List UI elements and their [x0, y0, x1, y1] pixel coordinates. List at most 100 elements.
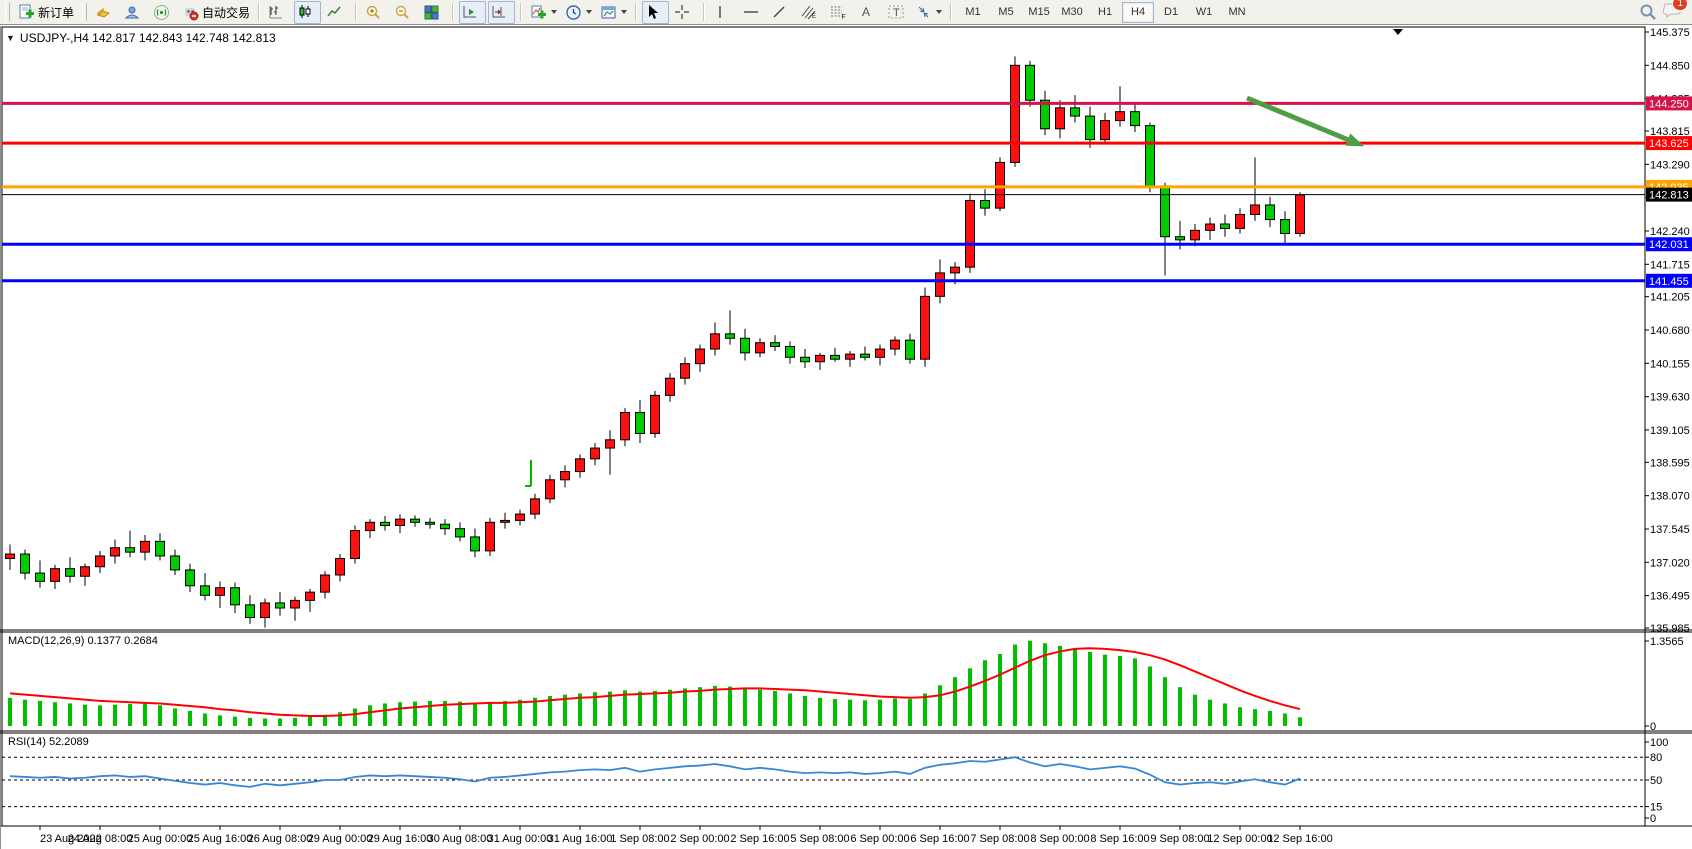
bear-candle	[410, 518, 420, 523]
trendline-tool-button[interactable]	[768, 1, 795, 24]
arrows-tool-button[interactable]	[913, 1, 945, 24]
community-button[interactable]	[121, 1, 148, 24]
indicators-button[interactable]	[527, 1, 560, 24]
bear-candle	[35, 572, 45, 582]
bull-candle	[680, 363, 690, 379]
svg-text:143.290: 143.290	[1650, 159, 1690, 171]
horizontal-line-tool-button[interactable]	[739, 1, 766, 24]
cursor-icon	[649, 5, 659, 19]
bull-candle	[215, 587, 225, 596]
price-axis[interactable]: 145.375144.850144.325143.815143.290142.7…	[1645, 27, 1690, 635]
bull-candle	[965, 200, 975, 268]
svg-text:7 Sep 08:00: 7 Sep 08:00	[970, 833, 1029, 845]
toolbar-right-group: 1	[1639, 0, 1690, 23]
bull-candle	[890, 339, 900, 350]
svg-text:29 Aug 16:00: 29 Aug 16:00	[368, 833, 433, 845]
trend-arrow-annotation[interactable]	[1246, 95, 1365, 147]
tile-windows-icon	[424, 5, 439, 19]
timeframe-button-m30[interactable]: M30	[1061, 6, 1083, 18]
periods-button[interactable]	[562, 1, 595, 24]
chart-title-text: USDJPY-,H4 142.817 142.843 142.748 142.8…	[19, 31, 276, 45]
bar-chart-mode-button[interactable]	[265, 1, 292, 24]
timeframe-button-d1[interactable]: D1	[1164, 6, 1179, 18]
template-icon	[601, 6, 616, 18]
dropdown-caret-icon	[936, 10, 943, 14]
timeframe-button-m15[interactable]: M15	[1028, 6, 1050, 18]
bull-candle	[260, 602, 270, 619]
timeframe-button-m1[interactable]: M1	[965, 6, 981, 18]
bear-candle	[800, 356, 810, 363]
zoom-out-button[interactable]	[391, 1, 418, 24]
market-watch-button[interactable]	[92, 1, 119, 24]
timeframe-button-h1[interactable]: H1	[1098, 6, 1113, 18]
level-lines[interactable]: 144.250143.625142.935142.813142.031141.4…	[2, 96, 1692, 288]
timeframe-button-h4[interactable]: H4	[1122, 1, 1155, 23]
svg-text:F: F	[842, 14, 846, 20]
line-chart-mode-button[interactable]	[323, 1, 350, 24]
auto-scroll-button[interactable]	[459, 0, 487, 24]
price-chart[interactable]: 145.375144.850144.325143.815143.290142.7…	[0, 26, 1692, 849]
svg-text:T: T	[893, 7, 900, 19]
macd-label: MACD(12,26,9) 0.1377 0.2684	[8, 635, 158, 647]
one-click-trading-collapse-icon[interactable]: ▼	[6, 33, 15, 43]
tile-windows-button[interactable]	[420, 1, 447, 24]
toolbar-grip[interactable]	[5, 3, 10, 21]
bear-candle	[170, 555, 180, 571]
svg-text:1.3565: 1.3565	[1650, 636, 1684, 648]
text-label-tool-button[interactable]: T	[884, 1, 911, 24]
bear-candle	[1175, 236, 1185, 241]
bull-candle	[665, 377, 675, 396]
templates-button[interactable]	[597, 1, 630, 24]
bear-candle	[770, 342, 780, 348]
svg-text:29 Aug 00:00: 29 Aug 00:00	[308, 833, 373, 845]
candlestick-mode-button[interactable]	[294, 0, 322, 24]
timeframe-button-m5[interactable]: M5	[998, 6, 1014, 18]
chart-shift-button[interactable]	[488, 0, 516, 24]
chart-shift-icon	[492, 6, 506, 18]
cursor-tool-button[interactable]	[642, 0, 670, 24]
notification-badge: 1	[1672, 0, 1688, 11]
autotrading-button[interactable]: 自动交易	[179, 1, 253, 24]
timeframe-button-mn[interactable]: MN	[1228, 6, 1246, 18]
bull-candle	[1010, 64, 1020, 163]
fibonacci-tool-button[interactable]: F	[826, 1, 853, 24]
bear-candle	[725, 333, 735, 339]
macd-signal-line	[9, 647, 1301, 717]
crosshair-tool-button[interactable]	[671, 1, 698, 24]
horizontal-line-icon	[744, 11, 759, 13]
bear-candle	[245, 604, 255, 619]
bull-candle	[50, 568, 60, 582]
clock-icon	[566, 4, 581, 20]
bear-candle	[860, 353, 870, 358]
zoom-in-button[interactable]	[362, 1, 389, 24]
dropdown-caret-icon	[551, 10, 558, 14]
notifications-button[interactable]: 1	[1662, 0, 1688, 23]
search-icon[interactable]	[1639, 3, 1657, 21]
bear-candle	[830, 354, 840, 360]
svg-text:0: 0	[1650, 813, 1656, 825]
svg-text:31 Aug 00:00: 31 Aug 00:00	[488, 833, 553, 845]
timeframe-button-w1[interactable]: W1	[1195, 6, 1213, 18]
bull-candle	[1100, 120, 1110, 141]
svg-text:A: A	[862, 5, 870, 19]
svg-text:143.815: 143.815	[1650, 126, 1690, 138]
signals-button[interactable]	[150, 1, 177, 24]
bull-candle	[620, 412, 630, 441]
hline-price-badge	[1646, 136, 1692, 151]
bull-candle	[1235, 213, 1245, 229]
toolbar-grip[interactable]	[82, 3, 88, 21]
svg-text:143.625: 143.625	[1649, 138, 1689, 150]
bull-candle	[995, 161, 1005, 209]
channel-tool-button[interactable]: E	[797, 1, 824, 24]
toolbar-separator	[258, 3, 261, 21]
vertical-line-tool-button[interactable]	[710, 1, 737, 24]
chart-shift-marker[interactable]	[1393, 29, 1403, 35]
svg-text:100: 100	[1650, 737, 1668, 749]
toolbar-separator	[950, 3, 953, 21]
svg-text:6 Sep 00:00: 6 Sep 00:00	[850, 833, 909, 845]
bear-candle	[1160, 185, 1170, 238]
svg-text:2 Sep 00:00: 2 Sep 00:00	[670, 833, 729, 845]
new-order-button[interactable]: 新订单	[15, 1, 77, 24]
text-tool-button[interactable]: A	[855, 1, 882, 24]
